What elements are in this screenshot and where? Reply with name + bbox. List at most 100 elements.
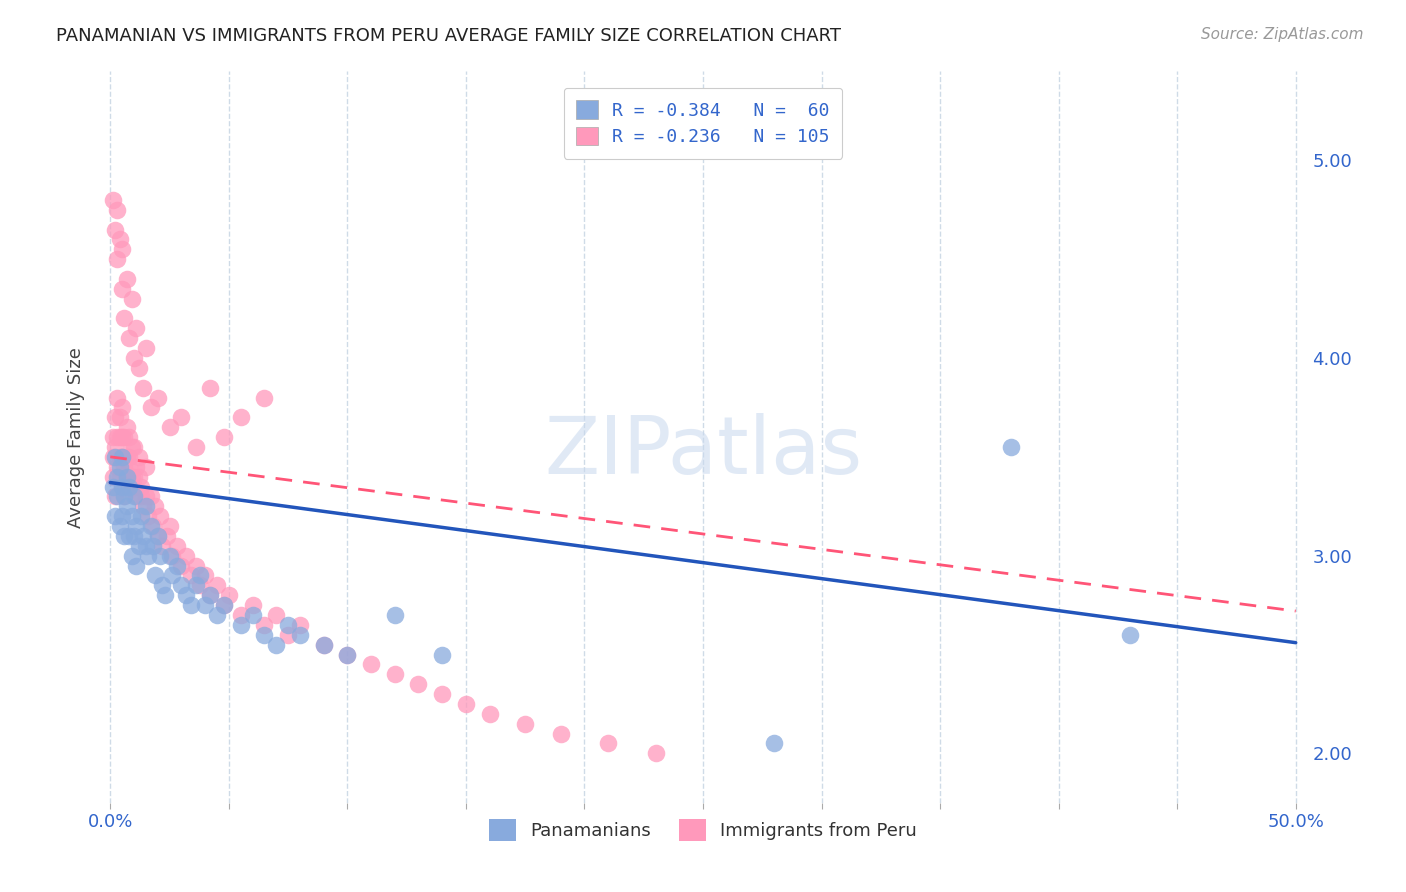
Point xyxy=(166,539,188,553)
Point xyxy=(142,519,165,533)
Point xyxy=(153,588,176,602)
Point xyxy=(143,500,166,514)
Point xyxy=(264,638,287,652)
Point xyxy=(336,648,359,662)
Point xyxy=(111,242,134,256)
Point xyxy=(212,598,235,612)
Point xyxy=(180,568,202,582)
Point xyxy=(152,539,174,553)
Point xyxy=(205,607,228,622)
Point xyxy=(170,410,193,425)
Point xyxy=(105,430,128,444)
Point xyxy=(432,687,454,701)
Point xyxy=(550,726,572,740)
Point xyxy=(115,469,138,483)
Point xyxy=(108,459,131,474)
Point xyxy=(111,509,134,524)
Text: PANAMANIAN VS IMMIGRANTS FROM PERU AVERAGE FAMILY SIZE CORRELATION CHART: PANAMANIAN VS IMMIGRANTS FROM PERU AVERA… xyxy=(56,27,841,45)
Point xyxy=(160,549,183,563)
Point xyxy=(101,193,124,207)
Y-axis label: Average Family Size: Average Family Size xyxy=(66,347,84,527)
Point xyxy=(170,578,193,592)
Point xyxy=(180,598,202,612)
Text: ZIPatlas: ZIPatlas xyxy=(544,413,862,491)
Point xyxy=(146,529,169,543)
Point xyxy=(598,737,620,751)
Point xyxy=(114,459,136,474)
Point xyxy=(108,430,131,444)
Point xyxy=(229,607,252,622)
Point xyxy=(135,489,157,503)
Point xyxy=(108,519,131,533)
Point xyxy=(408,677,430,691)
Point xyxy=(384,667,406,681)
Point xyxy=(132,381,155,395)
Point xyxy=(135,539,157,553)
Point xyxy=(105,459,128,474)
Point xyxy=(336,648,359,662)
Point xyxy=(121,292,143,306)
Point xyxy=(115,469,138,483)
Point xyxy=(139,401,162,415)
Point xyxy=(118,479,141,493)
Point xyxy=(128,469,150,483)
Point xyxy=(184,440,207,454)
Point xyxy=(101,479,124,493)
Point xyxy=(253,618,276,632)
Point xyxy=(125,459,148,474)
Point xyxy=(114,430,136,444)
Point xyxy=(111,479,134,493)
Point xyxy=(111,479,134,493)
Point xyxy=(135,459,157,474)
Point xyxy=(159,420,181,434)
Point xyxy=(128,360,150,375)
Point xyxy=(190,568,212,582)
Point xyxy=(1119,628,1142,642)
Point xyxy=(118,430,141,444)
Point xyxy=(108,450,131,464)
Point xyxy=(212,430,235,444)
Point xyxy=(104,450,127,464)
Point xyxy=(253,391,276,405)
Point xyxy=(763,737,786,751)
Point xyxy=(105,391,128,405)
Point xyxy=(218,588,240,602)
Point xyxy=(159,549,181,563)
Point xyxy=(101,430,124,444)
Point xyxy=(105,202,128,217)
Point xyxy=(288,618,311,632)
Point xyxy=(105,252,128,267)
Point xyxy=(111,430,134,444)
Point xyxy=(194,598,217,612)
Point xyxy=(101,469,124,483)
Point xyxy=(253,628,276,642)
Point xyxy=(454,697,477,711)
Point xyxy=(277,628,299,642)
Point xyxy=(118,450,141,464)
Point xyxy=(184,578,207,592)
Point xyxy=(121,549,143,563)
Point xyxy=(121,440,143,454)
Point xyxy=(264,607,287,622)
Point xyxy=(198,588,221,602)
Point xyxy=(122,469,145,483)
Point xyxy=(121,469,143,483)
Point xyxy=(174,588,197,602)
Point xyxy=(104,222,127,236)
Point xyxy=(118,529,141,543)
Point xyxy=(1000,440,1022,454)
Point xyxy=(115,500,138,514)
Point xyxy=(198,381,221,395)
Point xyxy=(166,558,188,573)
Point xyxy=(122,440,145,454)
Point xyxy=(149,549,172,563)
Point xyxy=(142,539,165,553)
Point xyxy=(108,410,131,425)
Point xyxy=(114,529,136,543)
Point xyxy=(118,459,141,474)
Point xyxy=(478,706,501,721)
Point xyxy=(160,568,183,582)
Point xyxy=(384,607,406,622)
Point xyxy=(132,529,155,543)
Point xyxy=(198,588,221,602)
